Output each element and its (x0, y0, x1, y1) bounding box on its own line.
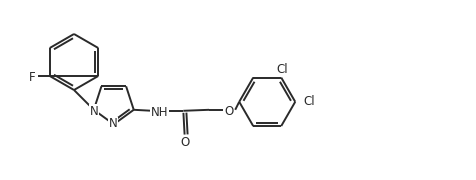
Text: NH: NH (150, 106, 168, 119)
Text: N: N (89, 105, 98, 118)
Text: F: F (29, 71, 35, 84)
Text: N: N (108, 117, 117, 130)
Text: O: O (224, 105, 233, 118)
Text: O: O (180, 136, 189, 148)
Text: Cl: Cl (276, 63, 288, 76)
Text: Cl: Cl (303, 95, 314, 108)
